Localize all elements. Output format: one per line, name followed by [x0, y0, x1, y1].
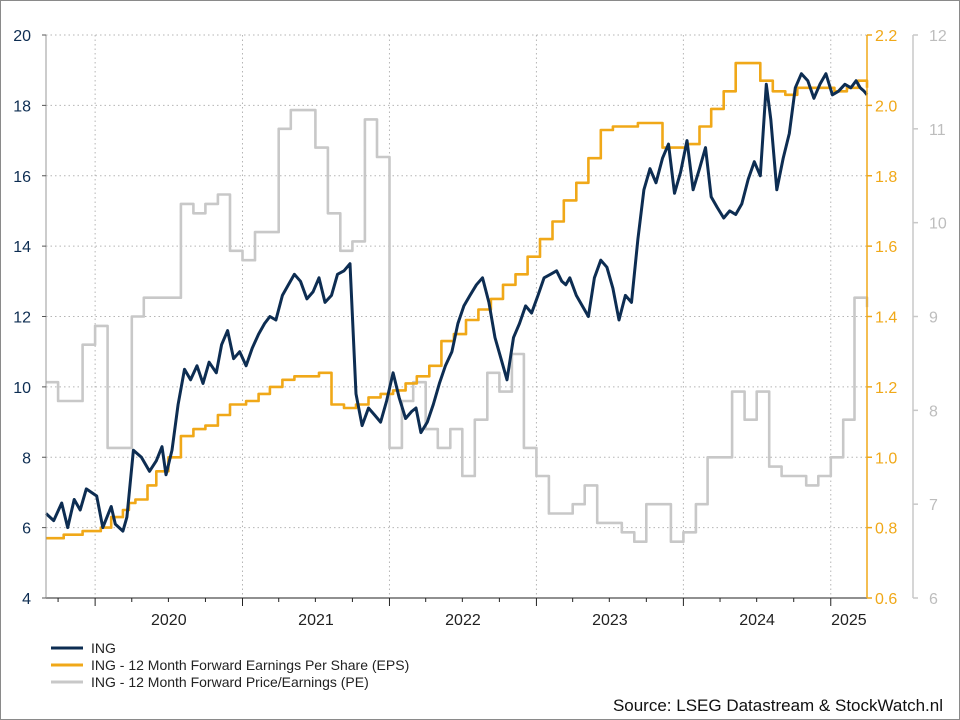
y-left-tick-label: 18: [13, 98, 31, 115]
y-right-pe-tick-label: 6: [929, 591, 938, 608]
y-right-eps-tick-label: 1.0: [875, 450, 897, 467]
y-right-eps-tick-label: 2.0: [875, 98, 897, 115]
y-left-tick-label: 14: [13, 239, 31, 256]
x-tick-label: 2022: [445, 612, 481, 629]
x-tick-label: 2023: [592, 612, 628, 629]
y-right-eps-tick-label: 0.6: [875, 591, 897, 608]
legend-label-ing: ING: [91, 640, 116, 656]
axis-layer: 2020 2021 2022 2023 2024 2025 4 6 8 10 12 14 16 18 20 0…: [13, 28, 947, 629]
grid-layer: [46, 34, 867, 599]
y-right-eps-tick-label: 1.8: [875, 169, 897, 186]
y-left-tick-label: 10: [13, 380, 31, 397]
y-right-pe-tick-label: 9: [929, 310, 938, 327]
series-line-pe: [46, 108, 869, 543]
y-right-eps-tick-label: 2.2: [875, 28, 897, 45]
y-left-tick-label: 4: [22, 591, 31, 608]
y-right-pe-tick-label: 7: [929, 497, 938, 514]
y-right-pe-tick-label: 12: [929, 28, 947, 45]
legend-label-pe: ING - 12 Month Forward Price/Earnings (P…: [91, 674, 369, 690]
x-tick-label: 2025: [831, 612, 867, 629]
y-left-tick-label: 6: [22, 521, 31, 538]
y-right-pe-tick-label: 10: [929, 216, 947, 233]
y-right-eps-tick-label: 1.6: [875, 239, 897, 256]
y-right-pe-tick-label: 11: [929, 122, 946, 139]
y-right-eps-tick-label: 1.2: [875, 380, 897, 397]
series-layer: [44, 61, 869, 543]
y-left-tick-label: 12: [13, 310, 31, 327]
source-credit: Source: LSEG Datastream & StockWatch.nl: [613, 696, 943, 715]
y-left-tick-label: 20: [13, 28, 31, 45]
y-right-eps-tick-label: 0.8: [875, 521, 897, 538]
y-right-pe-tick-label: 8: [929, 403, 938, 420]
y-left-tick-label: 16: [13, 169, 31, 186]
y-right-eps-tick-label: 1.4: [875, 310, 897, 327]
x-tick-label: 2021: [298, 612, 334, 629]
y-left-tick-label: 8: [22, 450, 31, 467]
x-tick-label: 2024: [739, 612, 775, 629]
x-tick-label: 2020: [151, 612, 187, 629]
series-line-eps: [46, 61, 869, 540]
series-line-ing: [44, 72, 869, 533]
legend-label-eps: ING - 12 Month Forward Earnings Per Shar…: [91, 657, 409, 673]
